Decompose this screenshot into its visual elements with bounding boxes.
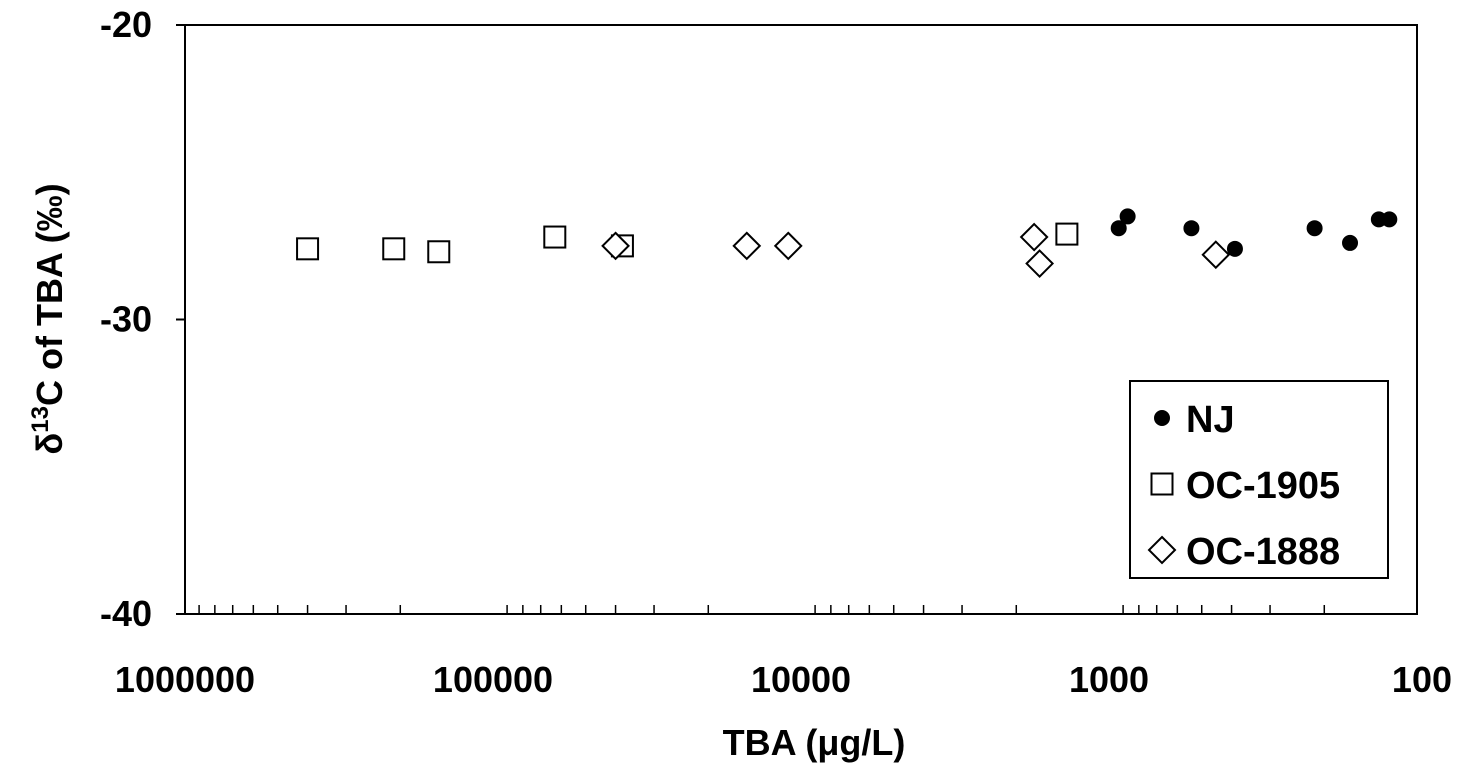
- y-axis-title-text: C of TBA (‰): [29, 183, 70, 406]
- data-point-oc-1905: [427, 240, 451, 264]
- data-markers: [296, 208, 1398, 278]
- data-point-nj: [1183, 220, 1200, 237]
- data-point-oc-1905: [382, 237, 406, 261]
- legend: NJ OC-1905 OC-1888: [1129, 380, 1389, 579]
- data-point-oc-1888: [732, 231, 762, 261]
- x-tick-label: 1000000: [115, 659, 255, 700]
- legend-label-oc-1905: OC-1905: [1186, 465, 1340, 507]
- data-point-oc-1888: [1019, 222, 1049, 252]
- legend-marker-nj: [1154, 410, 1170, 426]
- legend-label-oc-1888: OC-1888: [1186, 531, 1340, 573]
- legend-label-nj: NJ: [1186, 399, 1235, 441]
- data-point-oc-1905: [296, 237, 320, 261]
- minor-ticks: [198, 605, 1326, 614]
- data-point-oc-1888: [601, 231, 630, 261]
- data-point-oc-1905: [543, 225, 567, 249]
- data-point-nj: [1226, 240, 1243, 257]
- y-axis-title-superscript: 13: [27, 406, 54, 433]
- data-point-nj: [1119, 208, 1136, 225]
- data-point-nj: [1110, 220, 1127, 237]
- x-tick-labels: 1000000 100000 10000 1000 100: [115, 659, 1452, 700]
- data-point-nj: [1381, 211, 1398, 228]
- x-tick-label: 1000: [1069, 659, 1149, 700]
- y-tick-label: -30: [100, 299, 152, 340]
- x-tick-label: 100000: [433, 659, 553, 700]
- y-axis-title: δ13C of TBA (‰): [27, 183, 70, 454]
- data-point-oc-1888: [1025, 249, 1055, 278]
- x-axis-title: TBA (μg/L): [723, 722, 906, 763]
- y-tick-label: -40: [100, 593, 152, 634]
- data-point-oc-1888: [773, 231, 803, 261]
- y-tick-label: -20: [100, 4, 152, 45]
- data-point-nj: [1342, 234, 1359, 251]
- data-point-oc-1905: [1055, 222, 1079, 246]
- x-tick-label: 10000: [751, 659, 851, 700]
- y-axis-title-delta: δ: [29, 433, 70, 455]
- legend-items: NJ OC-1905 OC-1888: [1147, 399, 1340, 573]
- legend-marker-oc-1888: [1147, 535, 1177, 565]
- data-point-nj: [1306, 220, 1323, 237]
- x-tick-label: 100: [1392, 659, 1452, 700]
- data-point-oc-1888: [1201, 240, 1231, 270]
- y-ticks: -20 -30 -40: [100, 4, 185, 634]
- legend-marker-oc-1905: [1150, 472, 1174, 496]
